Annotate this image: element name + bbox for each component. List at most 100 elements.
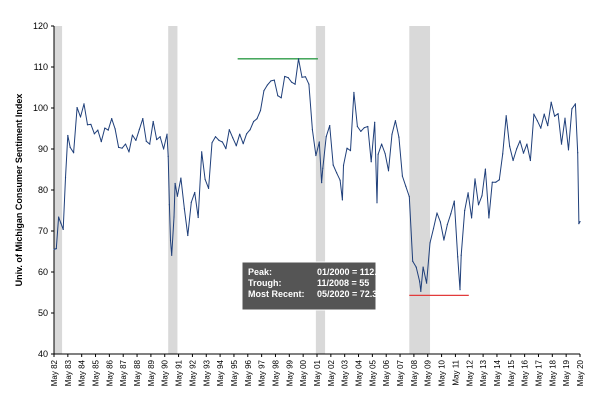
data-point xyxy=(60,222,62,224)
data-point xyxy=(284,75,286,78)
x-tick-label: May 89 xyxy=(147,359,156,386)
recession-band-3 xyxy=(315,26,326,354)
recession-bands xyxy=(54,26,431,354)
x-tick-label: May 06 xyxy=(382,359,391,386)
data-point xyxy=(73,152,75,154)
data-point xyxy=(259,109,262,112)
x-tick-label: May 08 xyxy=(410,359,419,386)
data-point xyxy=(128,151,130,153)
x-tick-label: May 16 xyxy=(521,359,530,386)
data-point xyxy=(252,120,255,123)
x-tick-label: May 04 xyxy=(355,359,364,386)
annotation-background xyxy=(241,261,377,311)
data-point xyxy=(211,142,213,144)
annotation-value: 11/2008 = 55 xyxy=(317,278,369,288)
data-point xyxy=(446,223,448,226)
x-tick-label: May 15 xyxy=(507,359,516,386)
recession-band-2 xyxy=(168,26,178,354)
x-tick-label: May 87 xyxy=(119,359,128,386)
y-tick-label: 50 xyxy=(38,308,48,318)
data-point xyxy=(536,120,538,122)
data-point xyxy=(214,136,217,138)
y-tick-label: 80 xyxy=(38,185,48,195)
data-point xyxy=(55,248,57,250)
data-point xyxy=(152,120,154,123)
annotation-value: 01/2000 = 112.0 xyxy=(317,267,382,277)
data-point xyxy=(460,254,462,256)
data-point xyxy=(235,145,237,147)
data-point xyxy=(107,129,109,131)
data-point xyxy=(557,113,559,115)
data-point xyxy=(550,101,552,103)
data-point xyxy=(90,123,92,125)
y-axis-label: Univ. of Michigan Consumer Sentiment Ind… xyxy=(14,94,24,287)
data-point xyxy=(405,185,407,187)
data-point xyxy=(197,216,199,219)
data-point xyxy=(239,133,241,135)
data-point xyxy=(526,143,528,145)
data-point xyxy=(304,76,307,78)
data-point xyxy=(341,199,343,201)
data-point xyxy=(429,242,431,244)
data-point xyxy=(218,139,220,141)
data-point xyxy=(363,127,365,129)
data-point xyxy=(339,179,341,181)
x-tick-label: May 13 xyxy=(479,359,488,386)
data-point xyxy=(377,153,379,155)
data-point xyxy=(464,209,466,212)
data-point xyxy=(138,128,140,130)
data-point xyxy=(246,133,248,135)
data-point xyxy=(353,91,355,94)
data-point xyxy=(453,200,455,202)
data-point xyxy=(53,248,55,251)
data-point xyxy=(522,152,525,154)
data-point xyxy=(420,290,422,292)
data-point xyxy=(277,95,279,97)
x-tick-label: May 84 xyxy=(78,359,87,386)
data-point xyxy=(297,58,300,60)
annotation-box: Peak: 01/2000 = 112.0 Trough: 11/2008 = 55 M… xyxy=(241,261,382,311)
data-point xyxy=(332,164,334,166)
data-point xyxy=(436,212,438,214)
x-tick-label: May 02 xyxy=(327,359,336,386)
data-point xyxy=(470,217,473,219)
data-point xyxy=(221,141,224,143)
data-point xyxy=(554,115,556,117)
data-point xyxy=(349,150,352,152)
data-point xyxy=(79,116,82,118)
x-tick-label: May 98 xyxy=(271,359,280,386)
x-tick-label: May 93 xyxy=(202,359,211,386)
x-tick-label: May 12 xyxy=(465,359,474,386)
data-point xyxy=(86,124,89,126)
data-point xyxy=(571,108,573,110)
data-point xyxy=(502,153,504,155)
data-point xyxy=(97,129,99,131)
data-point xyxy=(398,136,400,138)
data-point xyxy=(111,118,113,120)
data-point xyxy=(159,136,161,138)
data-point xyxy=(76,106,78,109)
data-point xyxy=(176,195,179,197)
data-point xyxy=(547,125,549,127)
x-tick-label: May 18 xyxy=(548,359,557,386)
x-tick-label: May 97 xyxy=(258,359,267,386)
data-point xyxy=(294,83,296,85)
data-point xyxy=(384,152,386,155)
data-point xyxy=(270,80,272,82)
data-point xyxy=(142,118,144,120)
data-point xyxy=(450,213,452,215)
data-point xyxy=(168,204,170,206)
data-point xyxy=(256,118,258,120)
y-tick-label: 100 xyxy=(33,103,48,113)
data-point xyxy=(156,138,158,141)
data-point xyxy=(166,133,168,135)
x-tick-label: May 17 xyxy=(534,359,543,386)
data-point xyxy=(69,146,71,148)
annotation-label: Most Recent: xyxy=(248,289,305,299)
data-point xyxy=(308,83,310,85)
data-point xyxy=(169,239,172,242)
data-point xyxy=(495,181,497,183)
x-tick-label: May 20 xyxy=(576,359,585,386)
reference-lines xyxy=(237,58,469,297)
